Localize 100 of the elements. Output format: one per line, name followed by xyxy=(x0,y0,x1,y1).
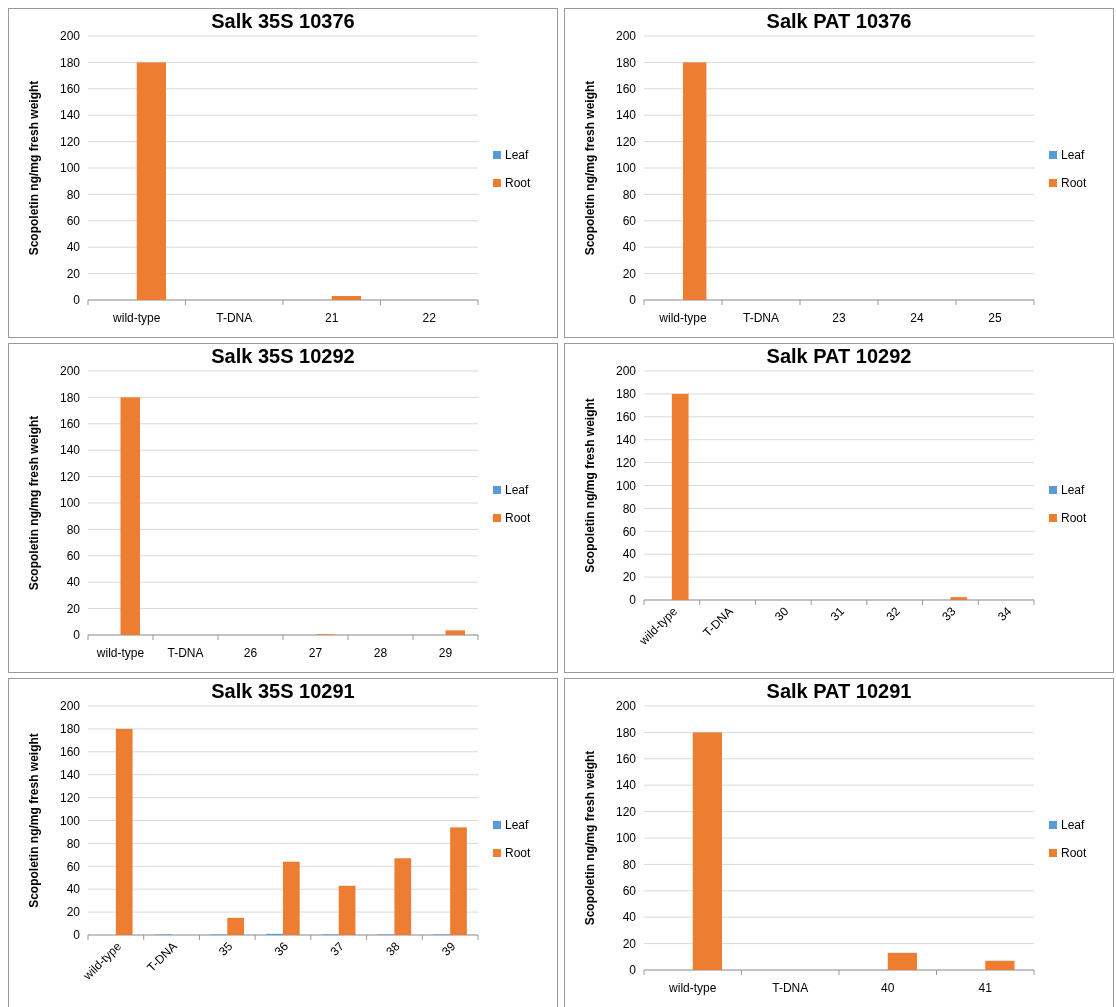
legend-label: Root xyxy=(1061,511,1088,526)
bar xyxy=(985,960,1015,970)
x-tick-label: 38 xyxy=(383,939,403,959)
x-tick-label: 33 xyxy=(939,604,959,624)
y-tick-label: 140 xyxy=(615,778,637,793)
chart-title: Salk 35S 10376 xyxy=(211,10,355,32)
bar xyxy=(283,861,300,935)
y-tick-label: 200 xyxy=(59,364,81,379)
legend-label: Leaf xyxy=(505,148,530,163)
y-tick-label: 20 xyxy=(622,936,637,951)
y-tick-label: 0 xyxy=(73,293,81,308)
legend-label: Leaf xyxy=(505,483,530,498)
x-tick-label: T-DNA xyxy=(743,311,779,325)
y-axis-title: Scopoletin ng/mg fresh weight xyxy=(27,415,41,591)
x-tick-label: 26 xyxy=(243,646,258,660)
x-tick-label: 29 xyxy=(438,646,453,660)
y-tick-label: 20 xyxy=(66,601,81,616)
y-tick-label: 20 xyxy=(66,266,81,281)
x-tick-label: 21 xyxy=(325,311,339,325)
x-tick-label: 23 xyxy=(832,311,846,325)
y-axis-title: Scopoletin ng/mg fresh weight xyxy=(27,80,41,256)
y-tick-label: 200 xyxy=(615,29,637,44)
legend-label: Root xyxy=(505,511,532,526)
y-tick-label: 0 xyxy=(629,293,637,308)
y-tick-label: 80 xyxy=(66,187,81,202)
x-tick-label: wild-type xyxy=(95,646,145,660)
x-tick-label: 25 xyxy=(988,311,1002,325)
y-tick-label: 160 xyxy=(615,82,637,96)
y-tick-label: 20 xyxy=(622,266,637,281)
y-tick-label: 100 xyxy=(59,813,81,828)
bar xyxy=(887,952,917,970)
y-tick-label: 20 xyxy=(622,570,637,585)
y-tick-label: 0 xyxy=(73,928,81,943)
y-tick-label: 40 xyxy=(66,575,81,590)
legend-label: Leaf xyxy=(1061,483,1086,498)
y-tick-label: 200 xyxy=(59,699,81,714)
x-tick-label: 30 xyxy=(772,604,792,624)
x-tick-label: 41 xyxy=(978,981,993,995)
y-axis-title: Scopoletin ng/mg fresh weight xyxy=(583,398,597,573)
legend-label: Leaf xyxy=(1061,148,1086,163)
x-tick-label: T-DNA xyxy=(772,981,809,995)
y-tick-label: 160 xyxy=(615,410,637,424)
y-tick-label: 100 xyxy=(59,496,81,511)
y-tick-label: 20 xyxy=(66,905,81,920)
bar xyxy=(120,397,140,635)
y-tick-label: 100 xyxy=(615,831,637,846)
x-tick-label: wild-type xyxy=(658,311,707,325)
legend-label: Root xyxy=(505,176,532,191)
bar xyxy=(394,858,412,935)
y-tick-label: 60 xyxy=(66,549,81,563)
bar xyxy=(450,827,467,935)
y-tick-label: 140 xyxy=(615,108,637,123)
y-tick-label: 40 xyxy=(622,910,637,925)
bar xyxy=(692,732,722,970)
y-tick-label: 100 xyxy=(615,161,637,176)
chart-title: Salk 35S 10291 xyxy=(211,680,355,702)
y-tick-label: 120 xyxy=(59,134,81,149)
y-tick-label: 100 xyxy=(615,478,637,493)
y-tick-label: 140 xyxy=(615,432,637,447)
y-tick-label: 180 xyxy=(615,55,637,70)
legend-label: Leaf xyxy=(505,818,530,833)
y-tick-label: 80 xyxy=(622,857,637,872)
chart-title: Salk PAT 10292 xyxy=(766,345,912,367)
chart-title: Salk PAT 10376 xyxy=(766,10,912,32)
y-tick-label: 180 xyxy=(59,55,81,70)
x-tick-label: 32 xyxy=(883,604,904,624)
y-tick-label: 60 xyxy=(622,524,637,539)
bar xyxy=(115,728,133,935)
y-axis-title: Scopoletin ng/mg fresh weight xyxy=(583,80,597,256)
x-tick-label: 35 xyxy=(216,939,236,959)
y-tick-label: 80 xyxy=(622,187,637,202)
x-tick-label: 39 xyxy=(438,939,459,959)
x-tick-label: 34 xyxy=(994,604,1015,624)
y-tick-label: 200 xyxy=(615,364,637,379)
y-tick-label: 40 xyxy=(66,240,81,255)
x-tick-label: wild-type xyxy=(668,981,717,995)
y-tick-label: 40 xyxy=(66,882,81,897)
y-tick-label: 0 xyxy=(629,593,637,608)
y-tick-label: 40 xyxy=(622,240,637,255)
y-tick-label: 80 xyxy=(66,836,81,851)
y-tick-label: 100 xyxy=(59,161,81,176)
y-tick-label: 180 xyxy=(615,725,637,740)
legend-label: Leaf xyxy=(1061,818,1086,833)
y-tick-label: 180 xyxy=(59,390,81,405)
y-axis-title: Scopoletin ng/mg fresh weight xyxy=(27,733,41,908)
x-tick-label: T-DNA xyxy=(216,311,253,325)
x-tick-label: T-DNA xyxy=(167,646,204,660)
legend-label: Root xyxy=(1061,846,1088,861)
y-tick-label: 120 xyxy=(615,455,637,470)
y-tick-label: 0 xyxy=(629,963,637,978)
y-tick-label: 60 xyxy=(66,214,81,228)
legend-label: Root xyxy=(1061,176,1088,191)
bar xyxy=(338,885,356,935)
y-tick-label: 120 xyxy=(615,134,637,149)
y-tick-label: 80 xyxy=(66,522,81,537)
y-tick-label: 60 xyxy=(66,859,81,874)
bar xyxy=(445,630,465,635)
y-tick-label: 140 xyxy=(59,443,81,458)
y-tick-label: 0 xyxy=(73,628,81,643)
y-axis-title: Scopoletin ng/mg fresh weight xyxy=(583,750,597,926)
